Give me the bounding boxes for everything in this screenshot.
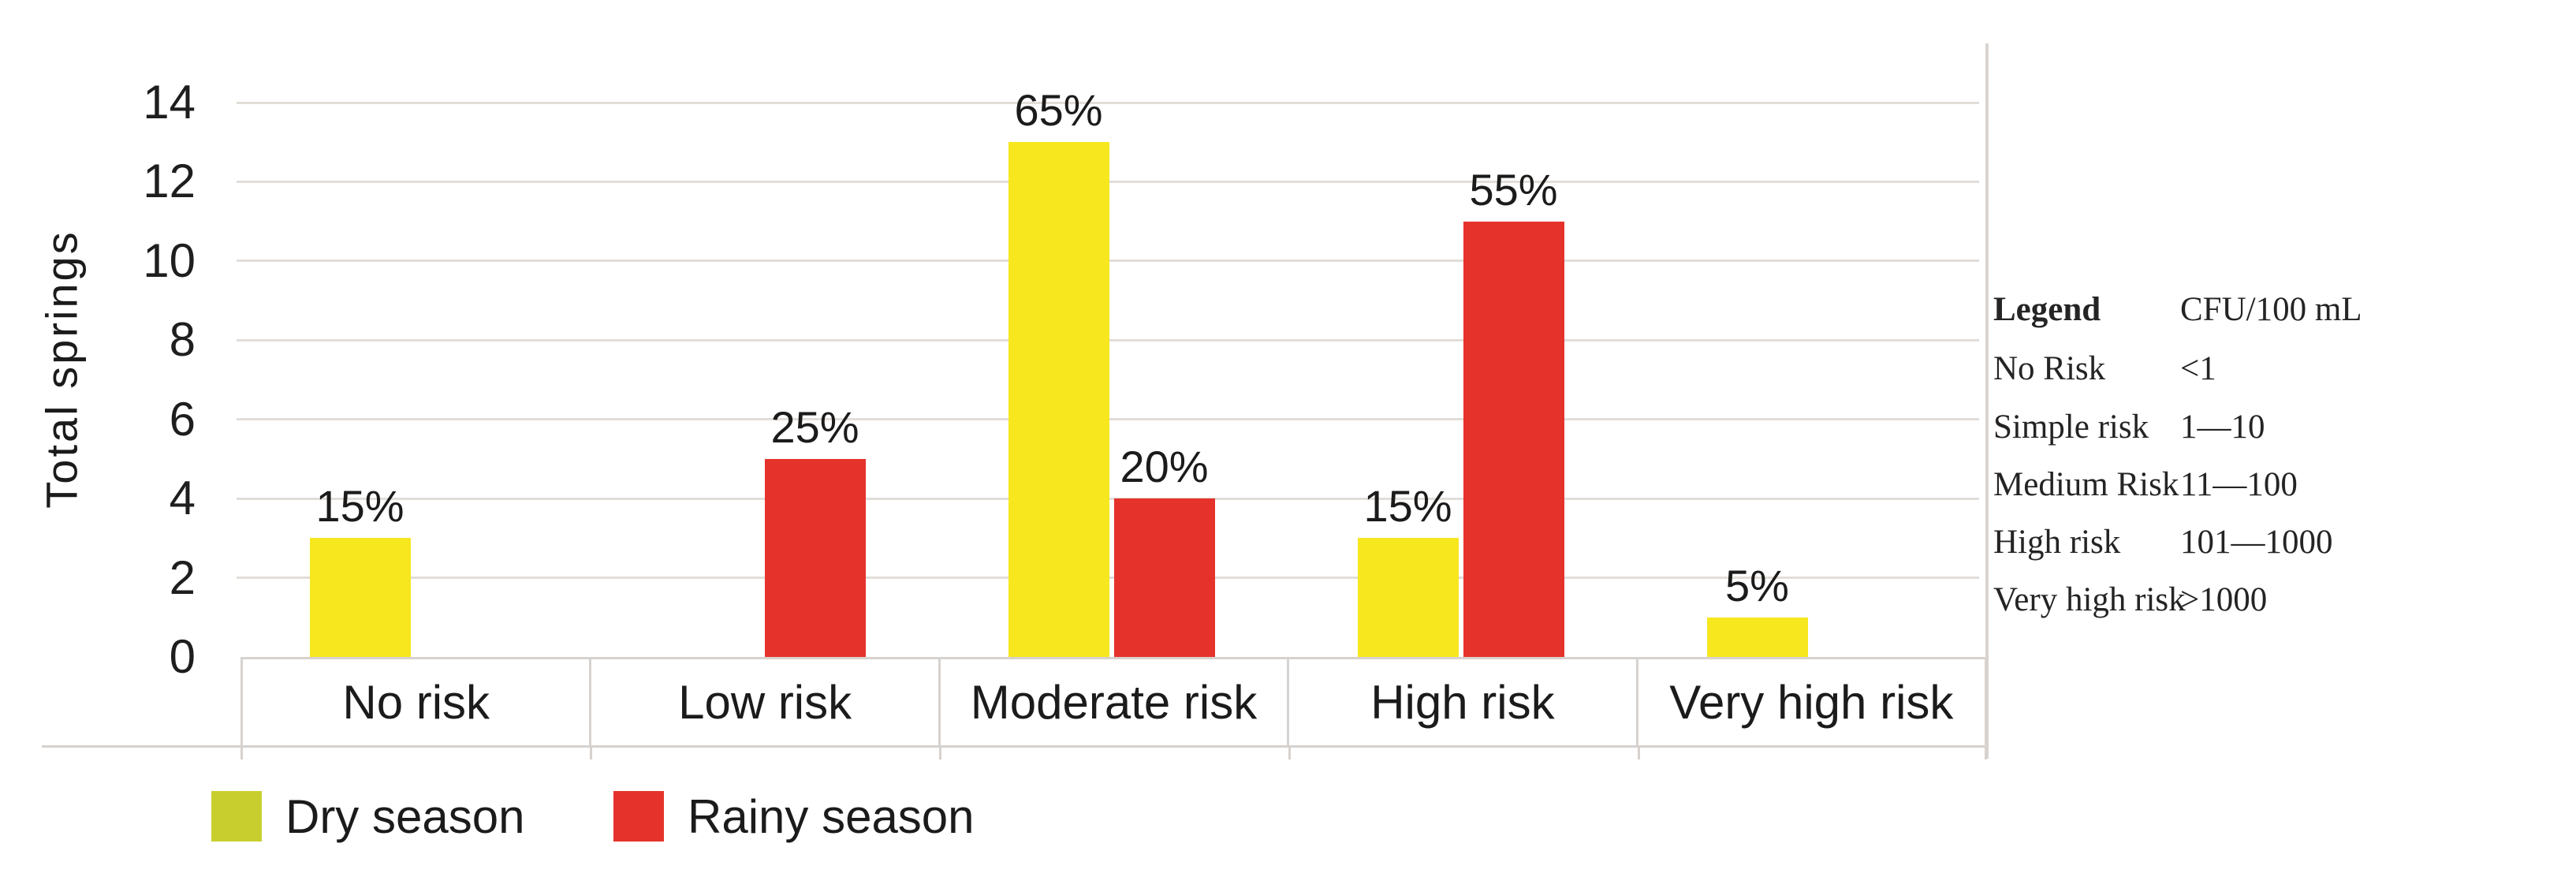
axis-border-stub [1288,745,1291,759]
risk-table-row-label: Very high risk [1993,581,2186,618]
axis-border-stub [240,745,243,759]
bar-rainy-season-moderate-risk [1113,498,1215,657]
y-tick-label-8: 8 [169,313,196,367]
risk-table-row-label: Medium Risk [1993,466,2179,503]
risk-table-row-value: 101—1000 [2180,524,2333,561]
category-label-moderate-risk: Moderate risk [938,659,1287,745]
bar-dry-season-very-high-risk [1706,617,1808,657]
gridline-y-14 [237,101,1979,104]
y-tick-label-10: 10 [143,233,196,287]
y-tick-label-2: 2 [169,550,196,604]
dry-season-legend-label: Dry season [285,790,525,843]
bar-value-label-dry-season-moderate-risk: 65% [1014,85,1103,136]
bar-value-label-rainy-season-moderate-risk: 20% [1120,442,1209,492]
bar-dry-season-no-risk [309,538,411,657]
category-axis-row: No risk Low risk Moderate risk High risk Ver… [240,657,1988,745]
bar-rainy-season-high-risk [1463,221,1564,657]
bar-dry-season-high-risk [1357,538,1459,657]
bar-rainy-season-low-risk [764,458,866,657]
dry-season-legend-swatch [211,791,262,842]
bar-value-label-dry-season-high-risk: 15% [1363,481,1452,532]
rainy-season-legend-label: Rainy season [688,790,975,843]
risk-table-row-value: <1 [2180,350,2216,387]
risk-table-header-unit: CFU/100 mL [2180,291,2362,328]
bar-value-label-rainy-season-low-risk: 25% [770,401,859,452]
category-label-low-risk: Low risk [589,659,938,745]
chart-right-divider-line [1985,43,1989,759]
axis-border-stub [1638,745,1640,759]
axis-border-stub [939,745,941,759]
bar-value-label-dry-season-no-risk: 15% [315,481,404,532]
risk-table-header-name: Legend [1993,291,2101,328]
axis-bottom-line [42,745,1987,748]
bar-value-label-rainy-season-high-risk: 55% [1469,164,1558,215]
y-tick-label-12: 12 [143,155,196,208]
y-tick-label-14: 14 [143,76,196,129]
y-tick-label-4: 4 [169,472,196,525]
bar-value-label-dry-season-very-high-risk: 5% [1725,560,1789,610]
axis-border-stub [590,745,592,759]
rainy-season-legend-swatch [613,791,664,842]
risk-table-row-label: High risk [1993,524,2121,561]
risk-table-row-label: No Risk [1993,350,2106,387]
category-label-very-high-risk: Very high risk [1635,659,1988,745]
bar-dry-season-moderate-risk [1008,142,1109,657]
y-tick-label-0: 0 [169,630,196,683]
risk-table-row-label: Simple risk [1993,409,2149,446]
risk-table-row-value: 1—10 [2180,409,2265,446]
category-label-no-risk: No risk [240,659,589,745]
category-label-high-risk: High risk [1287,659,1635,745]
risk-table-row-value: 11—100 [2180,466,2298,503]
risk-table-row-value: >1000 [2180,581,2268,618]
y-tick-label-6: 6 [169,392,196,446]
